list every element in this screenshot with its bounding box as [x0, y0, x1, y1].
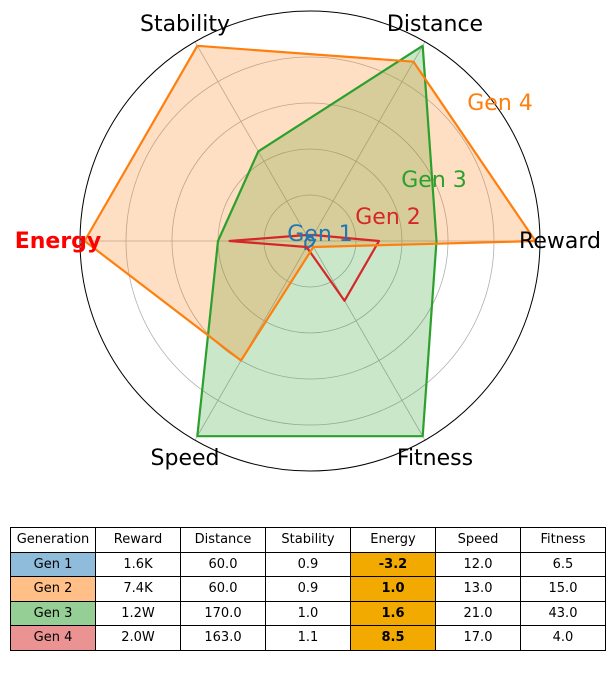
series-fill-gen4 — [84, 45, 536, 361]
series-label-gen4: Gen 4 — [467, 91, 533, 116]
table-header-cell: Distance — [180, 527, 266, 553]
series-labels: Gen 1 Gen 2 Gen 3 Gen 4 — [287, 91, 533, 247]
axis-spoke-distance — [309, 41, 426, 242]
table-energy-cell: -3.2 — [350, 551, 436, 577]
axis-spoke-stability — [194, 41, 311, 242]
table-generation-cell: Gen 2 — [10, 576, 96, 602]
axis-spoke-fitness — [309, 240, 426, 441]
table-header-cell: Fitness — [520, 527, 606, 553]
data-table: Generation Reward Distance Stability Energy S… — [10, 527, 606, 651]
table-generation-cell: Gen 1 — [10, 551, 96, 577]
series-fill-gen3 — [197, 45, 437, 437]
table-cell: 6.5 — [520, 551, 606, 577]
series-lines — [83, 44, 537, 438]
axis-label-speed: Speed — [151, 446, 220, 471]
series-label-gen1: Gen 1 — [287, 222, 353, 247]
series-label-gen2: Gen 2 — [355, 205, 421, 230]
series-line-gen2 — [228, 233, 381, 302]
table-cell: 15.0 — [520, 576, 606, 602]
series-line-gen1 — [304, 235, 316, 251]
table-cell: 1.0 — [265, 600, 351, 626]
table-cell: 1.2W — [95, 600, 181, 626]
table-energy-cell: 8.5 — [350, 625, 436, 651]
table-cell: 13.0 — [435, 576, 521, 602]
table-cell: 4.0 — [520, 625, 606, 651]
table-cell: 1.6K — [95, 551, 181, 577]
table-row: Gen 2 7.4K 60.0 0.9 1.0 13.0 15.0 — [10, 576, 606, 602]
table-cell: 7.4K — [95, 576, 181, 602]
table-cell: 60.0 — [180, 576, 266, 602]
table-cell: 12.0 — [435, 551, 521, 577]
table-header-cell: Generation — [10, 527, 96, 553]
axis-label-stability: Stability — [140, 12, 230, 37]
table-cell: 43.0 — [520, 600, 606, 626]
axis-label-fitness: Fitness — [397, 446, 473, 471]
table-cell: 60.0 — [180, 551, 266, 577]
table-header-cell: Energy — [350, 527, 436, 553]
table-cell: 21.0 — [435, 600, 521, 626]
table-header-row: Generation Reward Distance Stability Energy S… — [10, 527, 606, 553]
table-cell: 17.0 — [435, 625, 521, 651]
table-cell: 1.1 — [265, 625, 351, 651]
series-line-gen4 — [83, 44, 537, 362]
table-energy-cell: 1.6 — [350, 600, 436, 626]
table-row: Gen 4 2.0W 163.0 1.1 8.5 17.0 4.0 — [10, 625, 606, 651]
table-row: Gen 1 1.6K 60.0 0.9 -3.2 12.0 6.5 — [10, 551, 606, 577]
table-row: Gen 3 1.2W 170.0 1.0 1.6 21.0 43.0 — [10, 600, 606, 626]
table-cell: 163.0 — [180, 625, 266, 651]
table-cell: 0.9 — [265, 551, 351, 577]
series-fills — [84, 45, 536, 437]
axis-label-energy: Energy — [15, 229, 102, 254]
table-cell: 2.0W — [95, 625, 181, 651]
axis-label-distance: Distance — [387, 12, 483, 37]
table-header-cell: Stability — [265, 527, 351, 553]
table-header-cell: Speed — [435, 527, 521, 553]
table-energy-cell: 1.0 — [350, 576, 436, 602]
table-generation-cell: Gen 4 — [10, 625, 96, 651]
table-cell: 0.9 — [265, 576, 351, 602]
series-line-gen3 — [196, 44, 438, 438]
series-label-gen3: Gen 3 — [401, 168, 467, 193]
axis-labels: Reward Distance Stability Energy Speed F… — [15, 12, 601, 471]
radar-chart: Reward Distance Stability Energy Speed F… — [15, 10, 601, 472]
axis-label-reward: Reward — [519, 229, 601, 254]
table-generation-cell: Gen 3 — [10, 600, 96, 626]
table-header-cell: Reward — [95, 527, 181, 553]
table-cell: 170.0 — [180, 600, 266, 626]
radar-outer-ring — [79, 10, 541, 472]
